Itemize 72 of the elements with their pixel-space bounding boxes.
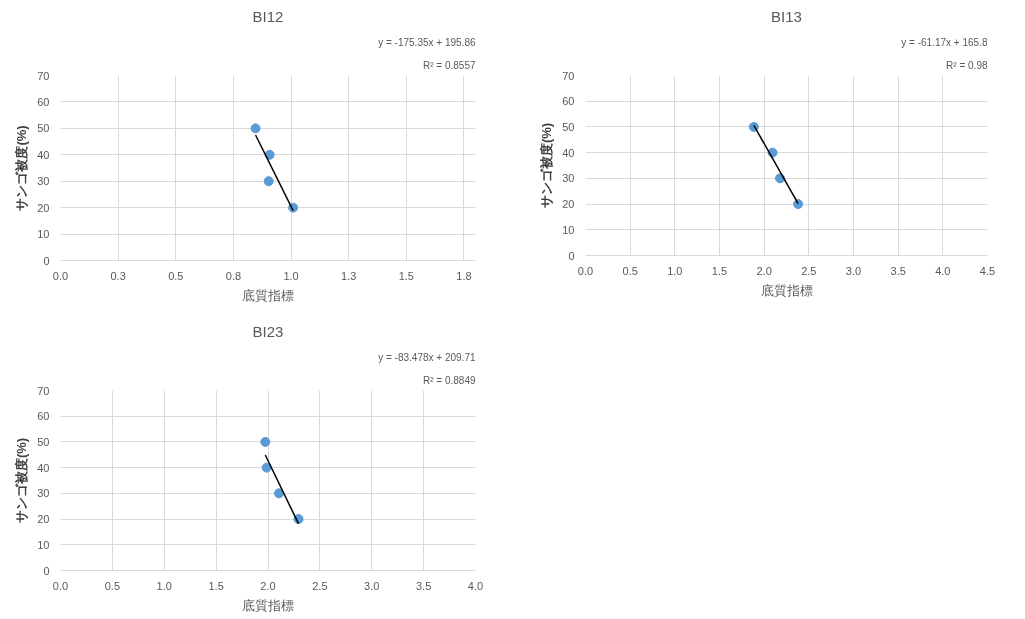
x-tick-label: 1.8 [456,269,472,282]
chart-title: BI13 [771,7,802,25]
y-tick-label: 30 [37,487,50,500]
x-tick-label: 2.0 [260,579,276,592]
point [250,123,261,134]
x-tick-label: 1.5 [208,579,224,592]
x-tick-label: 4.5 [979,264,996,277]
x-axis-title: 底質指標 [760,282,813,298]
x-tick-label: 0.3 [110,269,126,282]
x-tick-label: 0.0 [577,264,594,277]
y-tick-label: 60 [562,95,575,108]
x-tick-label: 0.0 [52,579,69,592]
x-tick-label: 4.0 [467,579,484,592]
x-tick-label: 0.8 [225,269,242,282]
y-tick-label: 10 [37,538,50,551]
x-tick-label: 1.0 [156,579,172,592]
y-tick-label: 10 [37,228,50,241]
text: y = -175.35x + 195.86 [378,36,476,48]
y-tick-label: 60 [37,410,50,423]
x-tick-label: 0.5 [168,269,184,282]
x-tick-label: 1.3 [341,269,357,282]
y-tick-label: 70 [562,69,575,82]
y-tick-label: 0 [568,249,575,262]
y-tick-label: 40 [37,461,50,474]
text: R² = 0.98 [946,59,988,71]
x-tick-label: 1.0 [283,269,299,282]
y-tick-label: 50 [37,122,50,135]
y-tick-label: 20 [37,201,50,214]
x-tick-label: 1.5 [398,269,414,282]
x-tick-label: 0.5 [104,579,121,592]
text: y = -61.17x + 165.8 [901,36,988,48]
point [261,462,272,473]
x-tick-label: 3.5 [415,579,432,592]
y-axis-title: サンゴ被度(%) [539,122,555,209]
y-tick-label: 10 [562,223,575,236]
point [263,176,274,187]
y-tick-label: 50 [562,120,575,133]
y-tick-label: 0 [43,564,50,577]
text: R² = 0.8557 [422,59,476,71]
point [793,199,804,210]
x-tick-label: 1.0 [667,264,683,277]
y-tick-label: 40 [562,146,575,159]
chart-title: BI12 [252,7,284,25]
y-tick-label: 30 [37,175,50,188]
x-tick-label: 2.0 [756,264,772,277]
x-tick-label: 0.0 [52,269,69,282]
y-tick-label: 30 [562,172,575,185]
y-tick-label: 20 [37,513,50,526]
y-axis-title: サンゴ被度(%) [14,437,30,524]
x-tick-label: 2.5 [801,264,817,277]
chart-title: BI23 [252,322,284,340]
y-tick-label: 40 [37,148,50,161]
y-axis-title: サンゴ被度(%) [14,125,30,211]
y-tick-label: 20 [562,198,575,211]
x-tick-label: 0.5 [622,264,638,277]
x-tick-label: 2.5 [312,579,328,592]
x-axis-title: 底質指標 [242,597,294,613]
y-tick-label: 0 [43,254,50,267]
y-tick-label: 70 [37,384,50,397]
y-tick-label: 60 [37,95,50,108]
y-tick-label: 70 [37,69,50,82]
text: y = -83.478x + 209.71 [378,351,476,363]
x-tick-label: 3.0 [364,579,380,592]
x-tick-label: 1.5 [711,264,728,277]
x-tick-label: 3.5 [890,264,906,277]
x-tick-label: 3.0 [845,264,862,277]
x-tick-label: 4.0 [935,264,951,277]
text: R² = 0.8849 [422,374,476,386]
x-axis-title: 底質指標 [242,287,294,303]
point [260,436,271,447]
point [274,488,284,499]
y-tick-label: 50 [37,435,50,448]
